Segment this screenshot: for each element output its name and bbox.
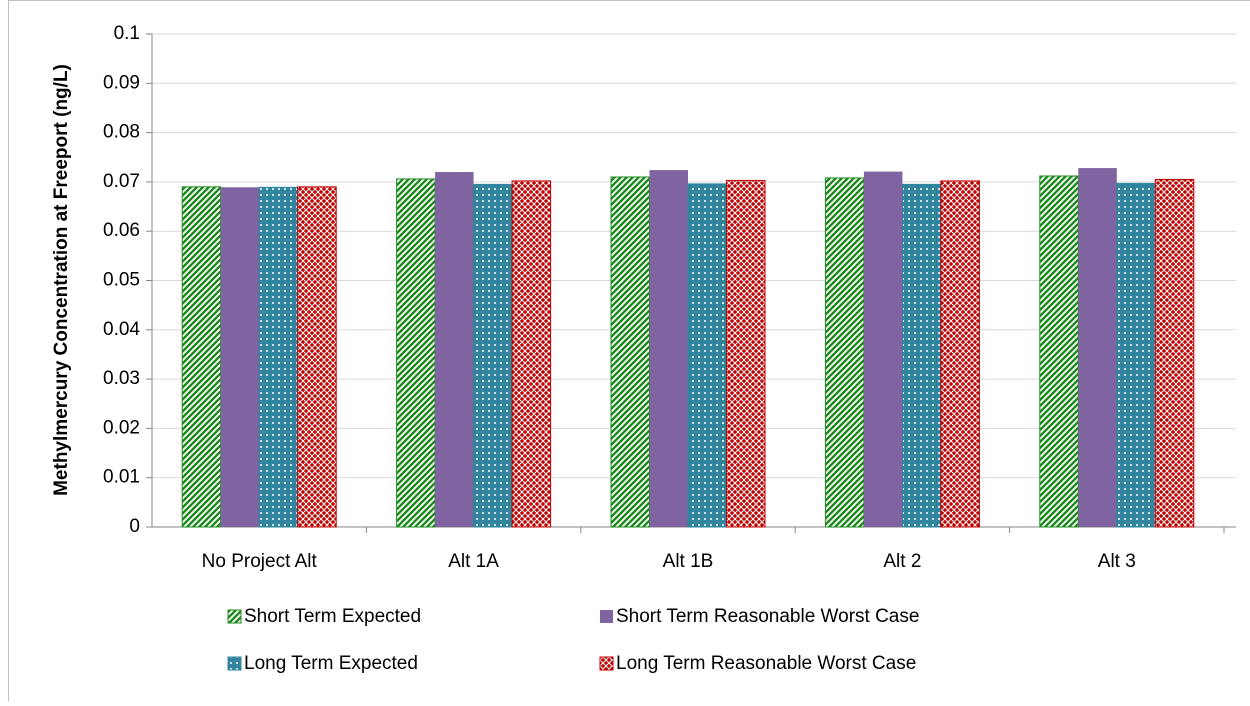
bar	[512, 181, 551, 527]
y-tick-label: 0.05	[103, 270, 140, 291]
y-tick-label: 0.09	[103, 72, 140, 93]
bar	[727, 180, 766, 527]
bar	[650, 170, 689, 527]
y-axis-label: Methylmercury Concentration at Freeport …	[51, 64, 72, 496]
bar	[182, 187, 221, 527]
y-tick-label: 0.07	[103, 171, 140, 192]
y-tick-label: 0.04	[103, 319, 140, 340]
bar	[221, 187, 260, 527]
bar	[397, 179, 436, 527]
x-tick-label: Alt 1A	[448, 551, 499, 572]
bar	[864, 172, 903, 527]
legend-swatch	[600, 610, 613, 623]
x-tick-label: Alt 2	[883, 551, 921, 572]
bar	[1155, 179, 1194, 527]
bar	[259, 187, 298, 527]
x-tick-label: No Project Alt	[202, 551, 318, 572]
bar	[298, 187, 337, 527]
bar	[902, 184, 941, 527]
legend-label: Short Term Expected	[244, 606, 421, 627]
bar	[1117, 183, 1156, 527]
bar	[1040, 176, 1079, 527]
bar	[435, 172, 474, 527]
bar	[941, 181, 980, 527]
bar	[688, 184, 727, 527]
bar	[1078, 168, 1117, 527]
bar	[825, 178, 864, 527]
y-tick-label: 0	[129, 516, 140, 537]
y-tick-label: 0.06	[103, 220, 140, 241]
legend-label: Long Term Expected	[244, 653, 418, 674]
x-tick-label: Alt 3	[1098, 551, 1136, 572]
x-tick-label: Alt 1B	[663, 551, 714, 572]
y-tick-label: 0.02	[103, 417, 140, 438]
legend-swatch	[228, 610, 241, 623]
legend-swatch	[600, 657, 613, 670]
y-tick-label: 0.1	[114, 23, 140, 44]
bar	[474, 184, 512, 527]
bar	[611, 177, 650, 527]
y-tick-label: 0.01	[103, 467, 140, 488]
legend-label: Short Term Reasonable Worst Case	[616, 606, 919, 627]
legend-swatch	[228, 657, 241, 670]
y-tick-label: 0.03	[103, 368, 140, 389]
legend-label: Long Term Reasonable Worst Case	[616, 653, 916, 674]
y-tick-label: 0.08	[103, 122, 140, 143]
